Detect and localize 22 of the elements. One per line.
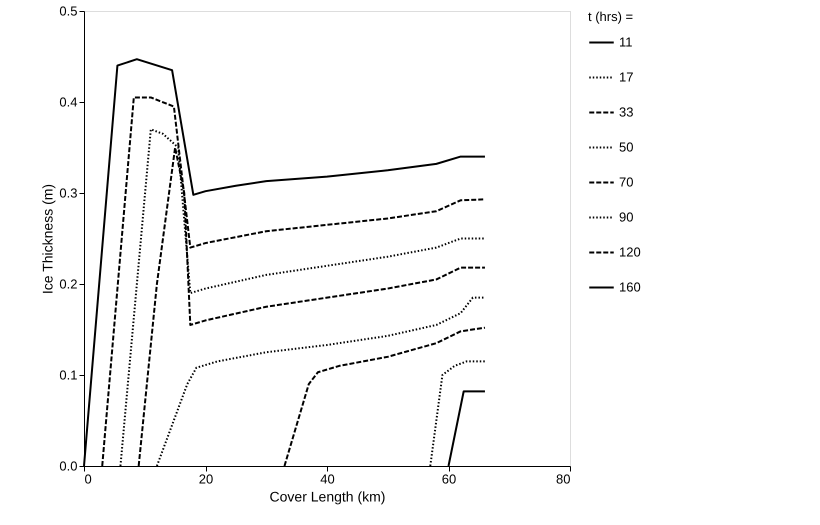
x-tick-label: 80 bbox=[556, 472, 570, 486]
legend-label: 50 bbox=[619, 140, 634, 154]
y-tick-label: 0.4 bbox=[59, 94, 78, 110]
x-axis-title: Cover Length (km) bbox=[270, 488, 386, 504]
y-tick-label: 0.3 bbox=[59, 186, 78, 200]
y-tick-label: 0.5 bbox=[59, 4, 78, 18]
x-tick-label: 0 bbox=[84, 472, 92, 486]
legend-label: 11 bbox=[619, 34, 632, 50]
legend-label: 120 bbox=[619, 244, 641, 260]
legend-label: 160 bbox=[619, 280, 641, 294]
y-tick-label: 0.0 bbox=[59, 458, 78, 474]
legend-label: 33 bbox=[619, 104, 634, 120]
x-tick-label: 40 bbox=[320, 472, 335, 486]
legend-label: 90 bbox=[619, 210, 634, 224]
x-tick-label: 20 bbox=[198, 472, 214, 486]
x-tick-label: 60 bbox=[442, 472, 456, 486]
y-axis-title: Ice Thickness (m) bbox=[39, 184, 56, 294]
legend-title: t (hrs) = bbox=[588, 9, 634, 24]
legend-label: 17 bbox=[619, 70, 634, 84]
legend-label: 70 bbox=[619, 174, 634, 190]
y-tick-label: 0.1 bbox=[59, 368, 78, 382]
y-tick-label: 0.2 bbox=[59, 276, 78, 292]
